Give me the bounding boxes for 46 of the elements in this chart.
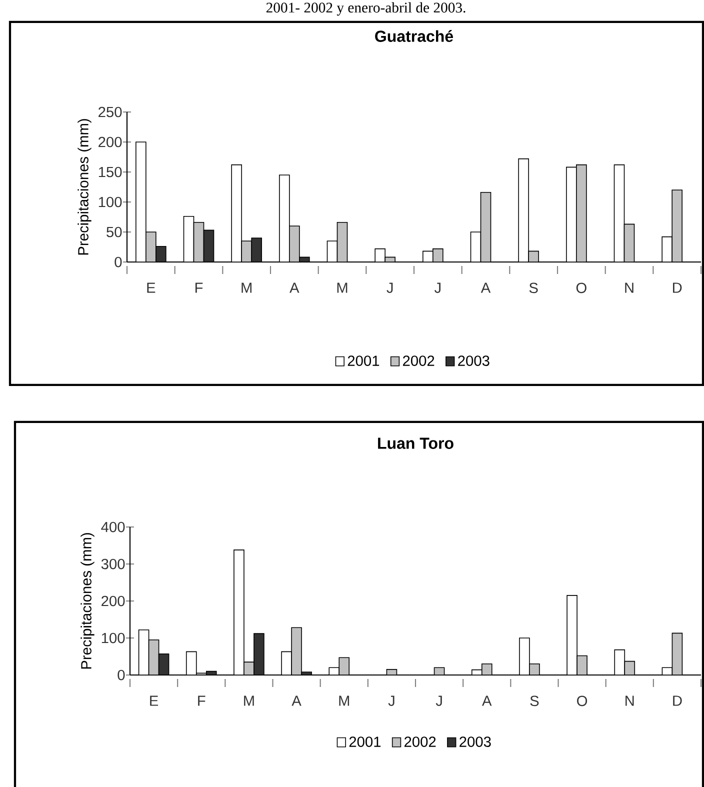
x-tick-label: A	[482, 696, 492, 706]
y-tick-label: 50	[106, 226, 122, 238]
legend-label: 2001	[348, 356, 380, 366]
x-tick-label: O	[577, 696, 588, 706]
x-tick-label: E	[150, 696, 158, 706]
x-tick-label: D	[673, 282, 682, 293]
x-tick-label: M	[337, 282, 348, 293]
x-tick-label: F	[195, 282, 203, 293]
chart-title: Luan Toro	[378, 438, 454, 449]
y-tick-label: 150	[98, 166, 122, 178]
x-tick-label: J	[436, 696, 442, 706]
legend-label: 2003	[458, 356, 490, 366]
x-tick-label: M	[242, 282, 252, 293]
x-tick-label: A	[292, 696, 302, 706]
x-tick-label: E	[147, 282, 156, 293]
x-tick-label: S	[529, 282, 538, 294]
legend-label: 2002	[402, 356, 434, 366]
x-tick-label: J	[386, 282, 393, 293]
legend-label: 2003	[460, 736, 491, 747]
x-tick-label: N	[625, 282, 634, 293]
y-tick-label: 400	[101, 522, 125, 532]
y-tick-label: 100	[102, 632, 125, 644]
legend-label: 2002	[404, 736, 436, 747]
y-tick-label: 250	[98, 106, 122, 118]
y-tick-label: 200	[98, 136, 122, 148]
y-tick-label: 300	[101, 558, 125, 570]
y-tick-label: 0	[118, 670, 125, 680]
y-tick-label: 100	[98, 196, 122, 208]
x-tick-label: J	[434, 282, 440, 293]
x-tick-label: F	[198, 696, 206, 706]
legend-label: 2001	[349, 736, 381, 747]
chart-title: Guatraché	[375, 30, 454, 42]
x-tick-label: N	[626, 696, 634, 706]
x-tick-label: M	[339, 696, 350, 706]
x-tick-label: M	[244, 696, 254, 706]
x-tick-label: S	[530, 696, 539, 706]
x-tick-label: A	[290, 282, 300, 293]
x-tick-label: A	[480, 282, 491, 293]
x-tick-label: O	[576, 282, 586, 294]
y-tick-label: 0	[114, 256, 122, 268]
x-tick-label: J	[388, 696, 394, 706]
y-axis-title: Precipitaciones (mm)	[80, 533, 94, 669]
x-tick-label: D	[673, 696, 682, 706]
y-axis-title: Precipitaciones (mm)	[78, 119, 92, 255]
text: 2001- 2002 y enero-abril de 2003.	[266, 2, 466, 16]
y-tick-label: 200	[102, 596, 125, 606]
